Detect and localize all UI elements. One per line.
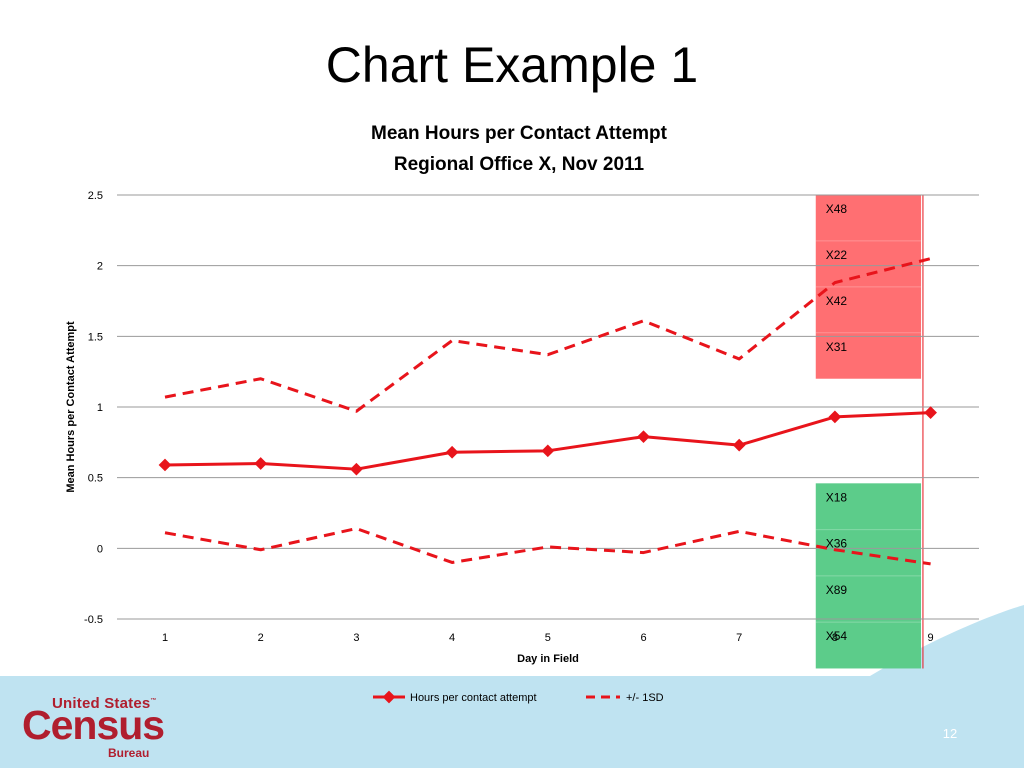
upper-band-label: X48 [826, 202, 848, 216]
footer-band [0, 676, 1024, 768]
x-tick-label: 2 [258, 632, 264, 644]
upper-band-label: X31 [826, 340, 848, 354]
x-tick-label: 3 [353, 632, 359, 644]
highlight-band-lower [815, 483, 922, 669]
lower-band-label: X18 [826, 490, 848, 504]
data-point-marker [732, 438, 746, 452]
upper-band-label: X42 [826, 294, 848, 308]
data-point-marker [445, 445, 459, 459]
x-tick-label: 6 [640, 632, 646, 644]
x-tick-label: 9 [928, 632, 934, 644]
y-tick-label: 1.5 [88, 331, 103, 343]
x-tick-label: 7 [736, 632, 742, 644]
y-tick-label: 2.5 [88, 190, 103, 202]
legend: Hours per contact attempt +/- 1SD [373, 690, 664, 704]
y-tick-label: 1 [97, 402, 103, 414]
x-tick-label: 8 [832, 632, 838, 644]
data-point-marker [924, 406, 937, 420]
page-number: 12 [942, 726, 958, 741]
lower-band-label: X54 [826, 629, 848, 643]
legend-series-1-label: Hours per contact attempt [410, 692, 537, 704]
data-point-marker [254, 457, 268, 470]
y-tick-label: -0.5 [84, 614, 103, 626]
upper-band-label: X22 [826, 248, 848, 262]
x-tick-label: 5 [545, 632, 551, 644]
chart-title: Mean Hours per Contact Attempt [371, 123, 668, 144]
legend-diamond-marker [382, 690, 396, 704]
y-tick-label: 2 [97, 261, 103, 273]
census-bureau-logo: United States™ Census Bureau [22, 695, 172, 765]
y-tick-label: 0.5 [88, 473, 103, 485]
lower-band-label: X36 [826, 537, 848, 551]
data-point-marker [828, 410, 842, 424]
data-point-marker [541, 444, 555, 458]
x-tick-label: 4 [449, 632, 455, 644]
logo-line-1: United States™ [52, 695, 157, 712]
logo-line-2: Census [22, 702, 165, 748]
legend-series-2-label: +/- 1SD [626, 692, 664, 704]
data-point-marker [158, 458, 172, 472]
data-point-marker [350, 462, 363, 476]
x-axis-label: Day in Field [517, 653, 579, 665]
chart-subtitle: Regional Office X, Nov 2011 [394, 154, 645, 175]
series-line-upper-sd [164, 257, 931, 413]
series-line-mean [164, 411, 931, 471]
data-point-marker [637, 430, 650, 444]
highlight-band-upper [815, 195, 922, 379]
y-axis-label: Mean Hours per Contact Attempt [65, 321, 77, 493]
slide-title: Chart Example 1 [325, 37, 699, 93]
x-tick-label: 1 [162, 632, 168, 644]
series-line-lower-sd [164, 527, 931, 566]
y-tick-label: 0 [97, 543, 103, 555]
logo-line-3: Bureau [108, 746, 150, 760]
lower-band-label: X89 [826, 583, 848, 597]
